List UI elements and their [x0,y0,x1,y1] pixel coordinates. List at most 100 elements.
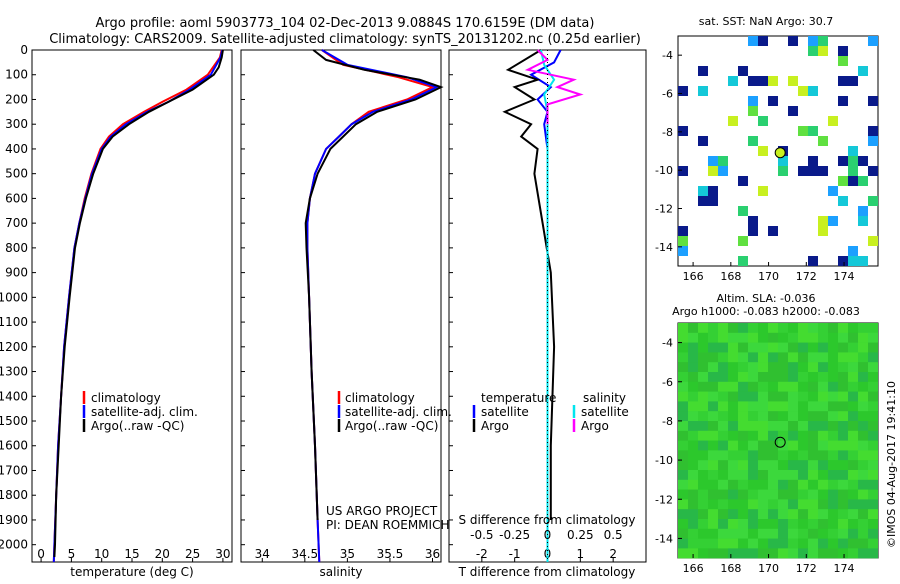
sst-cell [788,106,798,116]
series-line-temperature-argo [502,49,556,520]
sst-cell [698,186,708,196]
diff-legend-t-argo: Argo [481,419,509,433]
sla-cell [688,430,698,441]
sst-cell [758,116,768,126]
sla-cell [798,440,808,451]
sla-cell [758,538,768,549]
sla-cell [868,342,878,353]
sla-cell [858,470,868,480]
sst-cell [838,46,848,56]
depth-tick-label: 300 [5,117,28,131]
sla-cell [818,332,828,343]
sla-cell [748,362,758,373]
sla-cell [688,411,698,422]
sla-cell [838,421,848,431]
sla-cell [808,352,818,363]
depth-tick-label: 900 [5,266,28,280]
sla-cell [798,519,808,529]
temperature-legend: climatology satellite-adj. clim. Argo(..… [82,391,198,433]
sla-cell [868,538,878,549]
sla-cell [868,411,878,422]
sla-cell [758,352,768,363]
sst-cell [748,136,758,146]
sla-cell [678,509,688,520]
depth-tick-label: 1500 [0,414,28,428]
sla-cell [868,509,878,520]
sla-cell [798,342,808,353]
sla-cell [728,411,738,422]
sla-cell [858,489,868,500]
sla-cell [788,450,798,461]
sla-cell [768,381,778,392]
series-line-argo-raw-qc- [53,49,224,558]
s-tick-label: 0.25 [567,528,594,542]
sla-cell [758,470,768,480]
map-x-tick: 174 [834,270,855,283]
sla-cell [688,352,698,363]
sla-cell [788,470,798,480]
sla-cell [848,372,858,382]
sla-cell [848,460,858,471]
sla-cell [838,391,848,402]
sla-cell [838,538,848,549]
sla-cell [768,460,778,471]
sla-cell [778,470,788,480]
series-line-satellite-adj-clim- [52,49,224,563]
sla-cell [728,479,738,490]
diff-legend-salinity: salinity [583,391,626,405]
sla-cell [788,381,798,392]
sst-cell [848,166,858,176]
depth-tick-label: 2000 [0,538,28,552]
sla-cell [698,479,708,490]
sla-cell [818,450,828,461]
sla-cell [738,362,748,373]
sla-cell [808,450,818,461]
sla-cell [758,411,768,422]
sla-cell [688,509,698,520]
sla-cell [798,548,808,559]
sla-cell [828,391,838,402]
sla-cell [838,411,848,422]
sla-cell [858,401,868,412]
sla-cell [698,499,708,510]
sst-cell [728,76,738,86]
sla-cell [848,421,858,431]
sst-cell [848,156,858,166]
sla-cell [678,548,688,559]
x-tick-label: 30 [215,547,230,561]
map-x-tick: 166 [683,270,704,283]
sla-cell [808,528,818,539]
sla-cell [708,470,718,480]
sla-cell [728,332,738,343]
sla-cell [788,352,798,363]
sla-cell [858,440,868,451]
sla-cell [738,352,748,363]
sla-cell [838,470,848,480]
sla-cell [708,509,718,520]
map-x-tick: 168 [720,562,741,575]
sla-cell [858,332,868,343]
sla-cell [708,450,718,461]
sla-cell [818,460,828,471]
sla-cell [798,479,808,490]
sst-cell [818,136,828,146]
sla-cell [768,362,778,373]
sst-cell [808,166,818,176]
sla-cell [828,528,838,539]
sla-cell [838,519,848,529]
sla-cell [768,528,778,539]
sla-cell [818,421,828,431]
sla-cell [738,332,748,343]
sla-cell [738,470,748,480]
sla-cell [838,548,848,559]
salinity-panel [240,49,442,563]
sla-cell [798,450,808,461]
sla-cell [688,519,698,529]
sla-cell [778,489,788,500]
sla-cell [758,499,768,510]
sst-cell [858,256,868,266]
sla-cell [798,430,808,441]
sla-cell [848,450,858,461]
sla-cell [708,362,718,373]
sla-cell [808,519,818,529]
